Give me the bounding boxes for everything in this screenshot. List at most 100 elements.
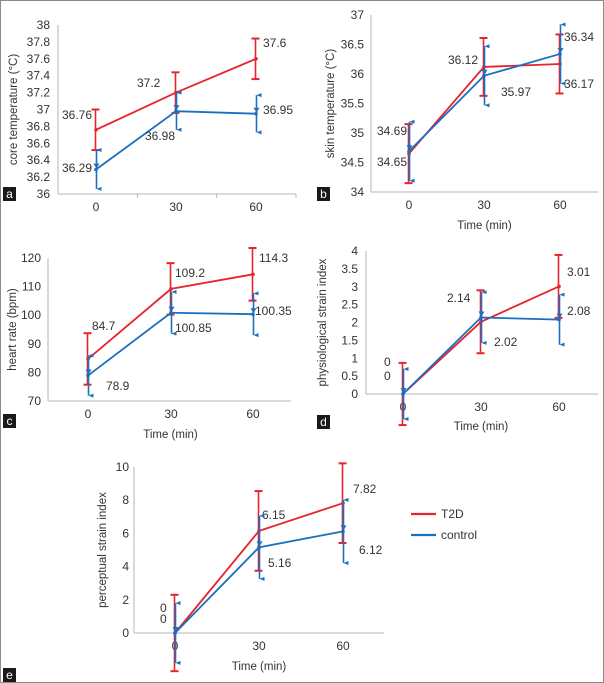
error-cap-bottom [96, 186, 102, 191]
data-label: 7.82 [353, 482, 377, 496]
y-tick-label: 6 [122, 526, 129, 540]
y-tick-label: 90 [28, 337, 42, 351]
data-point [169, 287, 173, 291]
x-tick-label: 30 [252, 639, 266, 653]
legend: T2D control [411, 507, 477, 542]
data-point [341, 529, 345, 534]
y-tick-label: 10 [116, 460, 130, 474]
series-control: 0 2.14 2.08 [384, 290, 591, 422]
data-point [557, 284, 561, 289]
x-tick-label: 60 [553, 198, 567, 212]
legend-label: control [441, 528, 477, 542]
x-tick-label: 60 [249, 200, 263, 214]
data-label: 36.29 [62, 161, 92, 175]
data-label: 109.2 [175, 266, 205, 280]
x-tick-label: 60 [336, 639, 350, 653]
data-label: 5.16 [268, 556, 292, 570]
error-cap-bottom [343, 560, 349, 565]
data-label: 34.65 [377, 155, 407, 169]
data-label: 36.95 [263, 103, 293, 117]
error-arrow [557, 47, 564, 53]
panel-label: c [7, 414, 13, 428]
y-tick-label: 2.5 [341, 298, 358, 312]
y-tick-label: 80 [28, 365, 42, 379]
data-label: 36.34 [564, 30, 594, 44]
error-arrow [256, 541, 263, 547]
y-tick-label: 1 [351, 351, 358, 365]
panel-label: b [320, 187, 327, 201]
y-tick-label: 0 [351, 387, 358, 401]
error-arrow [556, 313, 563, 319]
data-point [407, 149, 411, 154]
panel-label-box [3, 187, 16, 201]
error-arrow [168, 306, 175, 312]
error-cap-bottom [259, 576, 265, 581]
error-arrow [93, 163, 100, 169]
series-t2d: 84.7 109.2 114.3 [83, 246, 288, 386]
error-arrow [340, 525, 347, 531]
error-cap-bottom [175, 660, 181, 665]
error-arrow [173, 105, 180, 111]
data-label: 0 [160, 601, 167, 615]
y-tick-label: 37.4 [27, 69, 51, 83]
data-point [94, 127, 98, 132]
x-tick-label: 30 [474, 400, 488, 414]
y-tick-label: 36.2 [27, 170, 51, 184]
y-tick-label: 36.5 [341, 38, 365, 52]
y-axis-title: core temperature (°C) [8, 54, 20, 165]
panel-d: 0 0.5 1 1.5 2 2.5 3 3.5 4 0 30 60 physiological stra… [317, 244, 598, 433]
data-point [173, 631, 177, 635]
data-label: 6.15 [262, 508, 286, 522]
x-axis-title: Time (min) [457, 220, 512, 232]
error-cap-top [259, 513, 265, 518]
y-tick-label: 0 [122, 626, 129, 640]
error-cap-bottom [403, 417, 409, 422]
y-tick-label: 37 [351, 8, 365, 22]
data-point [251, 312, 255, 316]
error-cap-bottom [171, 331, 177, 336]
data-label: 114.3 [259, 251, 288, 265]
data-point [94, 167, 98, 172]
y-tick-label: 36.6 [27, 136, 51, 150]
x-tick-label: 30 [169, 200, 183, 214]
error-arrow [253, 107, 260, 113]
x-tick-label: 60 [246, 407, 260, 421]
data-label: 37.2 [137, 76, 161, 90]
panel-c: 70 80 90 100 110 120 0 30 60 heart rate (bpm) Time… [3, 246, 292, 441]
panel-a: 36 36.2 36.4 36.6 36.8 37 37.2 37.4 37.6 37.8 38 0 3… [3, 18, 297, 214]
error-arrow [172, 627, 179, 632]
y-tick-label: 3.5 [341, 262, 358, 276]
error-arrow [478, 311, 485, 317]
data-label: 36.98 [145, 129, 175, 143]
panel-label: a [6, 187, 13, 201]
y-axis-title: heart rate (bpm) [7, 288, 19, 371]
error-cap-bottom [88, 393, 94, 398]
legend-label: T2D [441, 507, 464, 521]
y-tick-label: 37 [37, 103, 51, 117]
error-cap-bottom [176, 127, 182, 132]
error-cap-bottom [256, 130, 262, 135]
series-t2d: 0 6.15 7.82 [160, 462, 377, 673]
x-tick-label: 30 [164, 407, 178, 421]
y-tick-label: 3 [351, 280, 358, 294]
data-label: 36.76 [62, 108, 92, 122]
y-tick-label: 120 [21, 251, 41, 265]
x-axis-title: Time (min) [454, 421, 509, 433]
error-cap-bottom [409, 178, 415, 183]
data-point [86, 373, 90, 378]
y-axis-title: physiological strain index [317, 258, 329, 386]
x-tick-label: 0 [406, 198, 413, 212]
y-tick-label: 36 [351, 67, 365, 81]
data-label: 37.6 [263, 36, 287, 50]
panel-label-box [317, 415, 330, 429]
data-point [401, 392, 405, 396]
error-cap-top [171, 289, 177, 294]
panel-b: 34 34.5 35 35.5 36 36.5 37 0 30 60 skin temperatur… [317, 8, 598, 232]
error-cap-top [343, 497, 349, 502]
data-label: 36.12 [448, 53, 478, 67]
panel-label-box [3, 668, 16, 682]
data-label: 6.12 [359, 543, 383, 557]
error-cap-top [409, 119, 415, 124]
y-tick-label: 100 [21, 308, 41, 322]
